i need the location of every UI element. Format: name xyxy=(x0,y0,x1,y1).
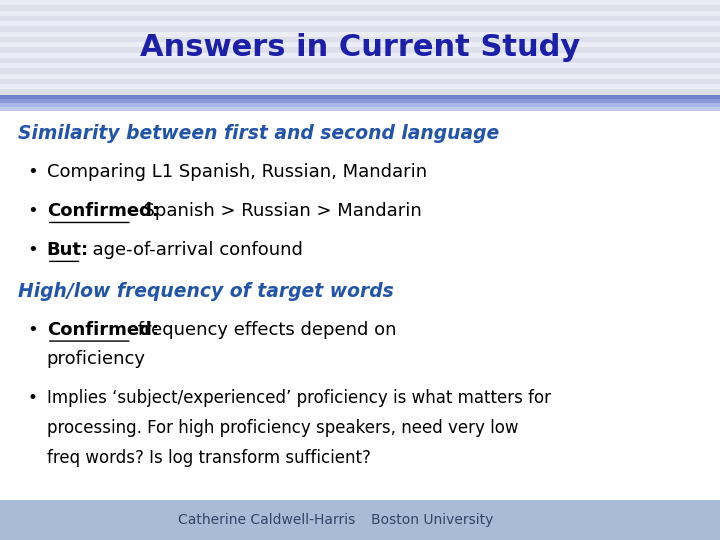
Bar xyxy=(0,180,720,190)
Text: Spanish > Russian > Mandarin: Spanish > Russian > Mandarin xyxy=(132,202,421,220)
Bar xyxy=(0,350,720,360)
Text: •: • xyxy=(27,202,37,220)
Bar xyxy=(0,42,720,47)
Bar xyxy=(0,190,720,200)
Text: Similarity between first and second language: Similarity between first and second lang… xyxy=(18,124,499,143)
Bar xyxy=(0,120,720,130)
Bar xyxy=(0,89,720,94)
Text: But:: But: xyxy=(47,241,89,259)
Bar xyxy=(0,5,720,10)
Bar xyxy=(0,300,720,310)
Bar xyxy=(0,100,720,110)
Bar xyxy=(0,70,720,80)
Text: Confirmed:: Confirmed: xyxy=(47,321,159,339)
Bar xyxy=(0,30,720,40)
Bar xyxy=(0,390,720,400)
Bar xyxy=(0,0,720,10)
Bar xyxy=(0,73,720,79)
Bar xyxy=(0,111,720,500)
Bar xyxy=(0,370,720,380)
Bar xyxy=(0,220,720,230)
Bar xyxy=(0,270,720,280)
Text: •: • xyxy=(27,389,37,407)
Text: freq words? Is log transform sufficient?: freq words? Is log transform sufficient? xyxy=(47,449,371,467)
Bar xyxy=(0,107,720,111)
Bar xyxy=(0,63,720,68)
Bar xyxy=(0,0,720,5)
Bar xyxy=(0,210,720,220)
Bar xyxy=(0,410,720,420)
Bar xyxy=(0,10,720,16)
Bar xyxy=(0,380,720,390)
Bar xyxy=(0,440,720,450)
Bar xyxy=(0,450,720,460)
Text: •: • xyxy=(27,163,37,181)
Bar xyxy=(0,310,720,320)
Text: •: • xyxy=(27,241,37,259)
Bar xyxy=(0,520,720,530)
Bar xyxy=(0,21,720,26)
Bar xyxy=(0,52,720,58)
Bar xyxy=(0,37,720,42)
Bar xyxy=(0,26,720,31)
Bar xyxy=(0,99,720,103)
Bar xyxy=(0,60,720,70)
Text: Comparing L1 Spanish, Russian, Mandarin: Comparing L1 Spanish, Russian, Mandarin xyxy=(47,163,427,181)
Bar xyxy=(0,400,720,410)
Bar xyxy=(0,420,720,430)
Bar xyxy=(0,280,720,290)
Bar xyxy=(0,48,720,52)
Bar xyxy=(0,110,720,120)
Text: Answers in Current Study: Answers in Current Study xyxy=(140,33,580,62)
Bar xyxy=(0,360,720,370)
Bar xyxy=(0,40,720,50)
Text: processing. For high proficiency speakers, need very low: processing. For high proficiency speaker… xyxy=(47,419,518,437)
Bar xyxy=(0,103,720,107)
Text: frequency effects depend on: frequency effects depend on xyxy=(132,321,396,339)
Text: proficiency: proficiency xyxy=(47,350,145,368)
Text: •: • xyxy=(27,321,37,339)
Bar xyxy=(0,480,720,490)
Bar xyxy=(0,510,720,520)
Bar xyxy=(0,130,720,140)
Bar xyxy=(0,500,720,540)
Bar xyxy=(0,79,720,84)
Bar xyxy=(0,170,720,180)
Bar xyxy=(0,340,720,350)
Bar xyxy=(0,31,720,37)
Bar xyxy=(0,240,720,250)
Bar xyxy=(0,330,720,340)
Bar xyxy=(0,68,720,73)
Bar xyxy=(0,530,720,540)
Text: Confirmed:: Confirmed: xyxy=(47,202,159,220)
Bar xyxy=(0,290,720,300)
Bar xyxy=(0,470,720,480)
Text: High/low frequency of target words: High/low frequency of target words xyxy=(18,282,394,301)
Bar xyxy=(0,150,720,160)
Bar xyxy=(0,20,720,30)
Bar xyxy=(0,94,720,99)
Bar xyxy=(0,80,720,90)
Text: age-of-arrival confound: age-of-arrival confound xyxy=(81,241,303,259)
Bar xyxy=(0,140,720,150)
Bar xyxy=(0,500,720,510)
Text: Catherine Caldwell-Harris: Catherine Caldwell-Harris xyxy=(178,513,355,526)
Bar xyxy=(0,58,720,63)
Bar xyxy=(0,230,720,240)
Bar xyxy=(0,430,720,440)
Bar xyxy=(0,160,720,170)
Text: Boston University: Boston University xyxy=(371,513,493,526)
Bar xyxy=(0,250,720,260)
Bar xyxy=(0,90,720,100)
Bar xyxy=(0,490,720,500)
Bar xyxy=(0,320,720,330)
Bar xyxy=(0,50,720,60)
Bar xyxy=(0,84,720,89)
Bar xyxy=(0,260,720,270)
Bar xyxy=(0,460,720,470)
Bar xyxy=(0,10,720,20)
Bar xyxy=(0,16,720,21)
Text: Implies ‘subject/experienced’ proficiency is what matters for: Implies ‘subject/experienced’ proficienc… xyxy=(47,389,551,407)
Bar xyxy=(0,200,720,210)
